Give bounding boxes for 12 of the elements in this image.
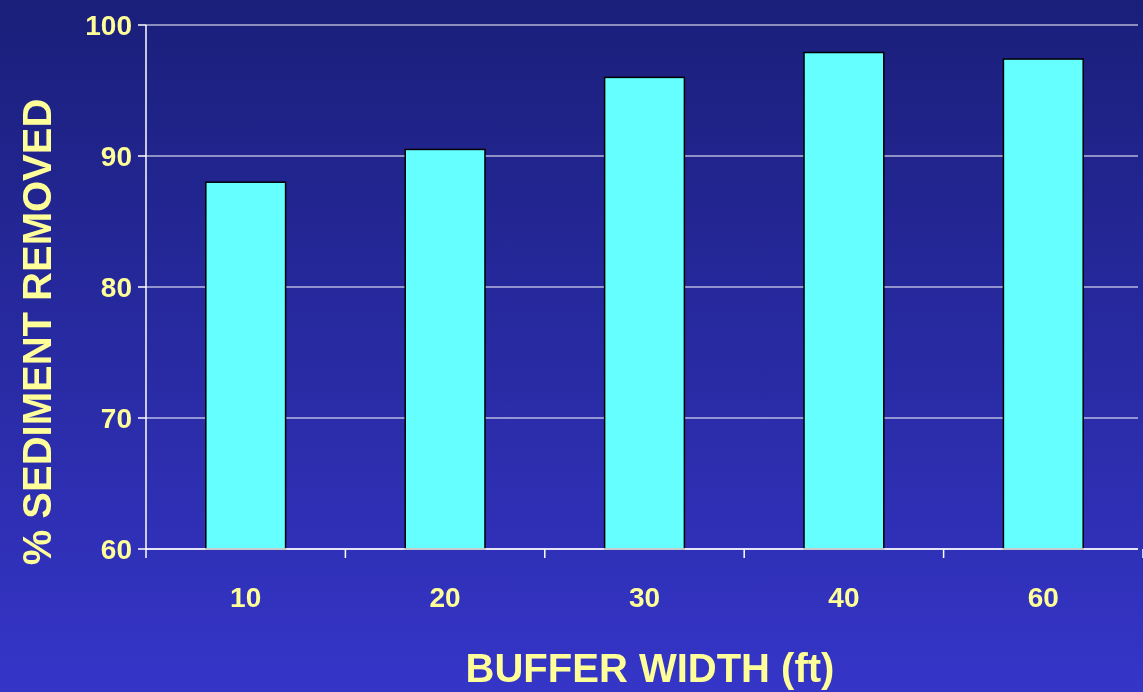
- x-axis-title: BUFFER WIDTH (ft): [465, 646, 835, 690]
- x-tick-label: 30: [628, 582, 661, 613]
- x-tick-label: 40: [828, 582, 860, 613]
- y-tick-label: 90: [100, 140, 132, 172]
- y-tick-label: 80: [100, 271, 132, 303]
- y-tick-label: 100: [85, 9, 132, 41]
- x-tick-label: 60: [1027, 582, 1059, 613]
- y-tick-label: 60: [100, 533, 132, 565]
- y-axis-title: % SEDIMENT REMOVED: [15, 98, 59, 566]
- y-tick-label: 70: [100, 402, 132, 434]
- x-tick-label: 10: [230, 582, 262, 613]
- x-tick-label: 20: [429, 582, 461, 613]
